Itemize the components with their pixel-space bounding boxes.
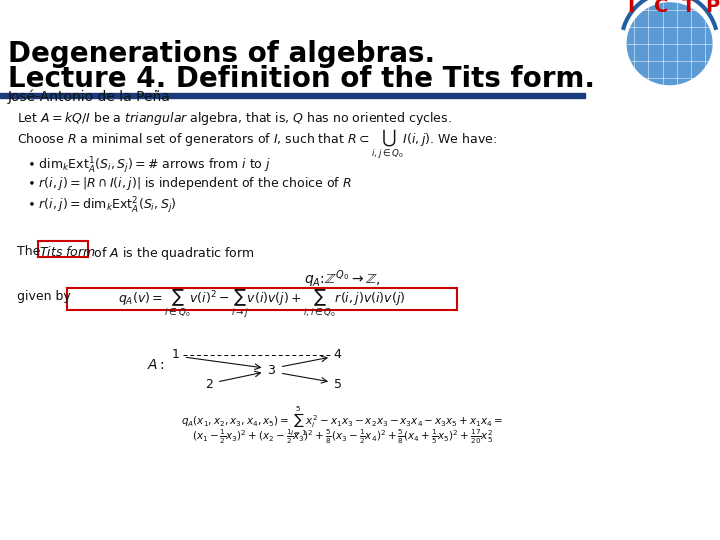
Text: $A:$: $A:$ (148, 358, 166, 372)
Text: Degenerations of algebras.: Degenerations of algebras. (8, 40, 435, 68)
Text: The: The (17, 245, 45, 258)
Text: 2: 2 (205, 379, 213, 392)
Text: C: C (654, 0, 669, 16)
Text: 1: 1 (172, 348, 180, 361)
Text: $(x_1 - \frac{1}{2}x_3)^2 + (x_2 - \frac{1}{2}x_3)^2 + \frac{5}{8}(x_3 - \frac{1: $(x_1 - \frac{1}{2}x_3)^2 + (x_2 - \frac… (192, 428, 493, 447)
Text: P: P (705, 0, 719, 16)
Text: $q_A(x_1, x_2, x_3, x_4, x_5) = \sum_{i=1}^{5} x_i^2 - x_1 x_3 - x_2 x_3 - x_3 x: $q_A(x_1, x_2, x_3, x_4, x_5) = \sum_{i=… (181, 405, 503, 438)
Text: $\bullet$ $\mathrm{dim}_k\mathrm{Ext}^1_A(S_i, S_j) = \#$ arrows from $i$ to $j$: $\bullet$ $\mathrm{dim}_k\mathrm{Ext}^1_… (27, 155, 271, 176)
Text: of $A$ is the quadratic form: of $A$ is the quadratic form (90, 245, 255, 262)
Bar (38, 241, 88, 257)
Text: given by: given by (17, 290, 71, 303)
Bar (66, 288, 456, 310)
Text: $\it{Tits\ form}$: $\it{Tits\ form}$ (39, 245, 96, 259)
Text: 3: 3 (267, 363, 275, 376)
Text: $\bullet$ $r(i,j) = |R \cap I(i,j)|$ is independent of the choice of $R$: $\bullet$ $r(i,j) = |R \cap I(i,j)|$ is … (27, 175, 351, 192)
Text: $\bullet$ $r(i,j) = \mathrm{dim}_k\mathrm{Ext}^2_A(S_i, S_j)$: $\bullet$ $r(i,j) = \mathrm{dim}_k\mathr… (27, 195, 176, 215)
Bar (0, 93, 585, 98)
Text: Choose $R$ a minimal set of generators of $I$, such that $R \subset \bigcup_{i,j: Choose $R$ a minimal set of generators o… (17, 128, 497, 161)
Text: José-Antonio de la Peña: José-Antonio de la Peña (8, 90, 171, 105)
Text: 4: 4 (333, 348, 341, 361)
Circle shape (627, 3, 712, 85)
Text: T: T (682, 0, 695, 16)
Text: 5: 5 (333, 379, 342, 392)
Text: Lecture 4. Definition of the Tits form.: Lecture 4. Definition of the Tits form. (8, 65, 595, 93)
Text: $q_A(v) = \sum_{i \in Q_0} v(i)^2 - \sum_{i \to j} v(i)v(j) + \sum_{i,i \in Q_0}: $q_A(v) = \sum_{i \in Q_0} v(i)^2 - \sum… (118, 288, 405, 320)
Text: $q_A\colon \mathbb{Z}^{Q_0} \to \mathbb{Z},$: $q_A\colon \mathbb{Z}^{Q_0} \to \mathbb{… (304, 268, 381, 289)
Text: Let $A = kQ/I$ be a $\it{triangular}$ algebra, that is, $Q$ has no oriented cycl: Let $A = kQ/I$ be a $\it{triangular}$ al… (17, 110, 452, 127)
Text: I: I (627, 0, 634, 16)
